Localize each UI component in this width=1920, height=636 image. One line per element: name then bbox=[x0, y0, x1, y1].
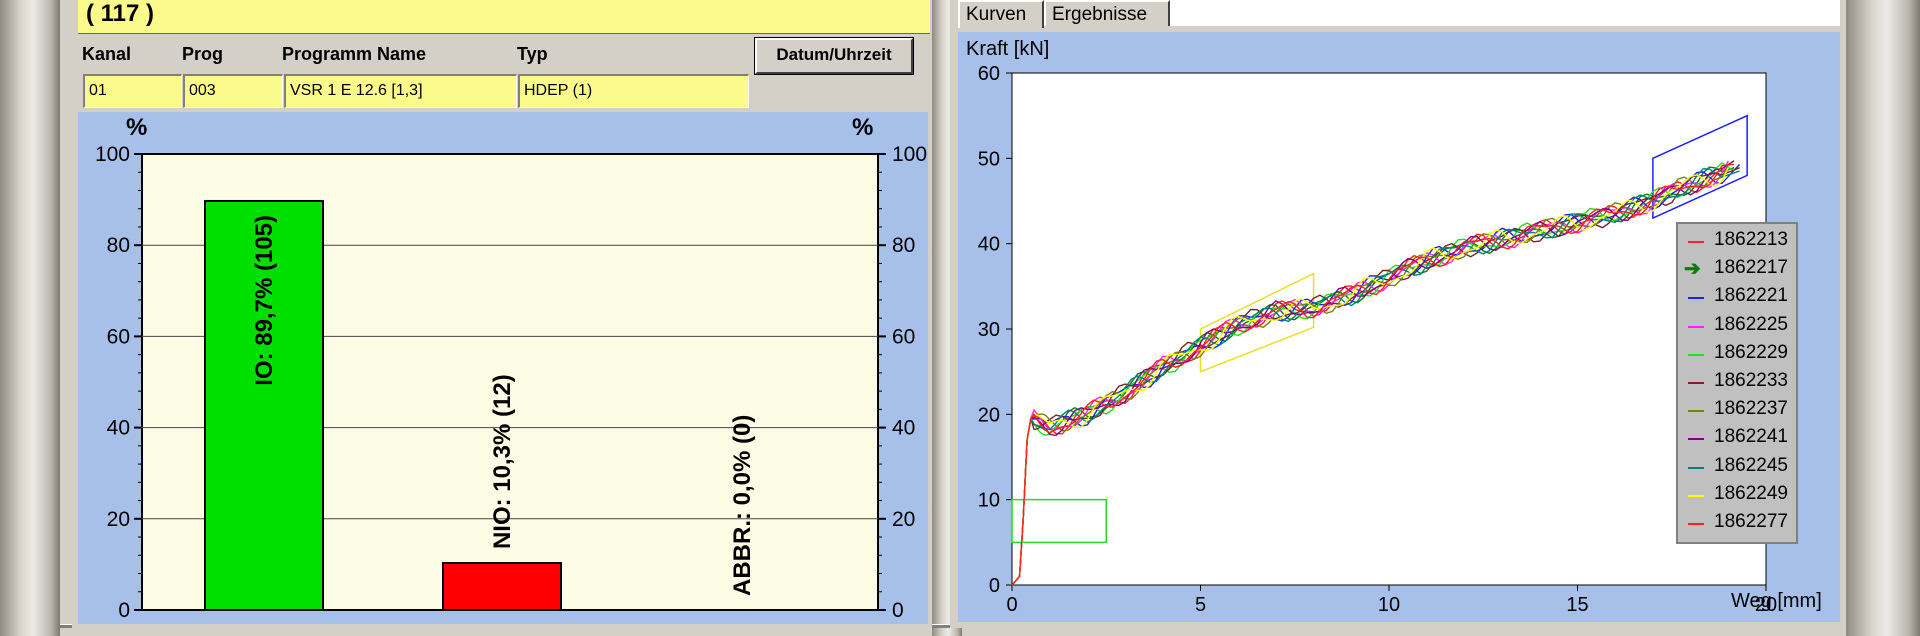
bar-label-1: NIO: 10,3% (12) bbox=[489, 374, 516, 549]
curve-1862277 bbox=[1011, 163, 1735, 586]
legend-swatch bbox=[1688, 241, 1704, 243]
y-tick-label: 60 bbox=[978, 63, 1000, 85]
column-header-typ: Typ bbox=[517, 44, 548, 64]
legend-label: 1862217 bbox=[1714, 257, 1788, 279]
tab-kurven[interactable]: Kurven bbox=[958, 0, 1044, 28]
legend-swatch bbox=[1688, 325, 1704, 328]
bar-right-tick-label: 40 bbox=[892, 417, 915, 440]
legend-label: 1862249 bbox=[1714, 482, 1788, 504]
bar-left-tick-label: 20 bbox=[107, 508, 130, 531]
legend-item: 1862237 bbox=[1678, 397, 1796, 425]
legend-swatch bbox=[1688, 466, 1704, 469]
legend-swatch bbox=[1688, 523, 1704, 525]
window-frame-right bbox=[1846, 0, 1920, 636]
x-tick-label: 10 bbox=[1378, 594, 1400, 616]
cell-typ: HDEP (1) bbox=[518, 74, 749, 108]
legend-label: 1862237 bbox=[1714, 398, 1788, 420]
y-tick-label: 20 bbox=[978, 404, 1000, 426]
tab-strip-line bbox=[1170, 0, 1840, 26]
column-header-prog: Prog bbox=[182, 44, 224, 64]
curve-plot-area bbox=[1011, 72, 1767, 586]
legend-swatch bbox=[1688, 410, 1704, 413]
legend-item: 1862221 bbox=[1678, 284, 1796, 312]
datetime-button[interactable]: Datum/Uhrzeit bbox=[754, 37, 914, 75]
legend-label: 1862277 bbox=[1714, 511, 1788, 532]
bar-right-tick-label: 20 bbox=[892, 508, 915, 531]
arrow-right-icon: ➔ bbox=[1684, 258, 1701, 281]
left-unit-label: % bbox=[126, 114, 148, 141]
x-axis-label: Weg [mm] bbox=[1731, 590, 1822, 612]
tab-ergebnisse[interactable]: Ergebnisse bbox=[1044, 0, 1170, 26]
counter-label: ( 117 ) bbox=[78, 0, 930, 34]
legend-label: 1862221 bbox=[1714, 285, 1788, 307]
window-frame-left bbox=[0, 0, 60, 636]
bar-left-tick-label: 40 bbox=[107, 417, 130, 440]
bar-chart: 0 0 20 20 40 40 60 60 80 80 100 100 IO: 89,7% (105) N… bbox=[95, 143, 927, 622]
bar-right-tick-label: 100 bbox=[892, 143, 927, 166]
column-header-kanal: Kanal bbox=[82, 44, 132, 64]
bar-label-0: IO: 89,7% (105) bbox=[251, 215, 278, 386]
y-tick-label: 0 bbox=[989, 575, 1000, 597]
x-tick-label: 5 bbox=[1195, 594, 1206, 616]
legend-item: 1862241 bbox=[1678, 425, 1796, 453]
bar-right-tick-label: 0 bbox=[892, 599, 904, 622]
legend-label: 1862213 bbox=[1714, 229, 1788, 250]
legend-swatch bbox=[1688, 353, 1704, 356]
x-tick-label: 15 bbox=[1566, 594, 1588, 616]
column-header-program-name: Programm Name bbox=[282, 44, 427, 64]
cell-prog: 003 bbox=[183, 74, 283, 108]
chart-legend: 1862213 ➔ 1862217 1862221 1862225 1862229 1862… bbox=[1676, 222, 1798, 544]
legend-item: 1862245 bbox=[1678, 454, 1796, 482]
bar-label-2: ABBR.: 0,0% (0) bbox=[729, 415, 756, 596]
legend-swatch bbox=[1688, 382, 1704, 384]
legend-label: 1862245 bbox=[1714, 454, 1788, 476]
legend-item: 1862233 bbox=[1678, 369, 1796, 397]
legend-label: 1862225 bbox=[1714, 313, 1788, 335]
legend-item: 1862277 bbox=[1678, 510, 1796, 538]
legend-item: ➔ 1862217 bbox=[1678, 256, 1796, 284]
curve-chart: 0 10 20 30 40 50 60 0 5 10 15 20 bbox=[978, 63, 1777, 616]
legend-item: 1862249 bbox=[1678, 482, 1796, 510]
cell-kanal: 01 bbox=[83, 74, 182, 108]
legend-item: 1862229 bbox=[1678, 341, 1796, 369]
legend-label: 1862233 bbox=[1714, 370, 1788, 391]
y-axis-label: Kraft [kN] bbox=[966, 38, 1050, 60]
legend-swatch bbox=[1688, 297, 1704, 300]
bar-left-tick-label: 100 bbox=[95, 143, 130, 166]
right-unit-label: % bbox=[852, 114, 874, 141]
cell-program-name: VSR 1 E 12.6 [1,3] bbox=[284, 74, 517, 108]
y-tick-label: 50 bbox=[978, 148, 1000, 170]
legend-label: 1862229 bbox=[1714, 341, 1788, 363]
bar-0 bbox=[204, 199, 324, 612]
legend-swatch bbox=[1688, 438, 1704, 441]
y-tick-label: 40 bbox=[978, 234, 1000, 256]
legend-item: 1862213 bbox=[1678, 228, 1796, 256]
y-tick-label: 30 bbox=[978, 319, 1000, 341]
bar-left-tick-label: 0 bbox=[118, 599, 130, 622]
tolerance-window-1 bbox=[1199, 272, 1315, 373]
legend-label: 1862241 bbox=[1714, 426, 1788, 448]
bar-right-tick-label: 80 bbox=[892, 234, 915, 257]
x-tick-label: 20 bbox=[1755, 594, 1777, 616]
y-tick-label: 10 bbox=[978, 490, 1000, 512]
legend-item: 1862225 bbox=[1678, 313, 1796, 341]
bar-right-tick-label: 60 bbox=[892, 325, 915, 348]
tolerance-window-0 bbox=[1011, 498, 1107, 544]
legend-swatch bbox=[1688, 494, 1704, 497]
bar-1 bbox=[442, 562, 562, 612]
bar-left-tick-label: 80 bbox=[107, 234, 130, 257]
x-tick-label: 0 bbox=[1006, 594, 1017, 616]
bar-left-tick-label: 60 bbox=[107, 325, 130, 348]
